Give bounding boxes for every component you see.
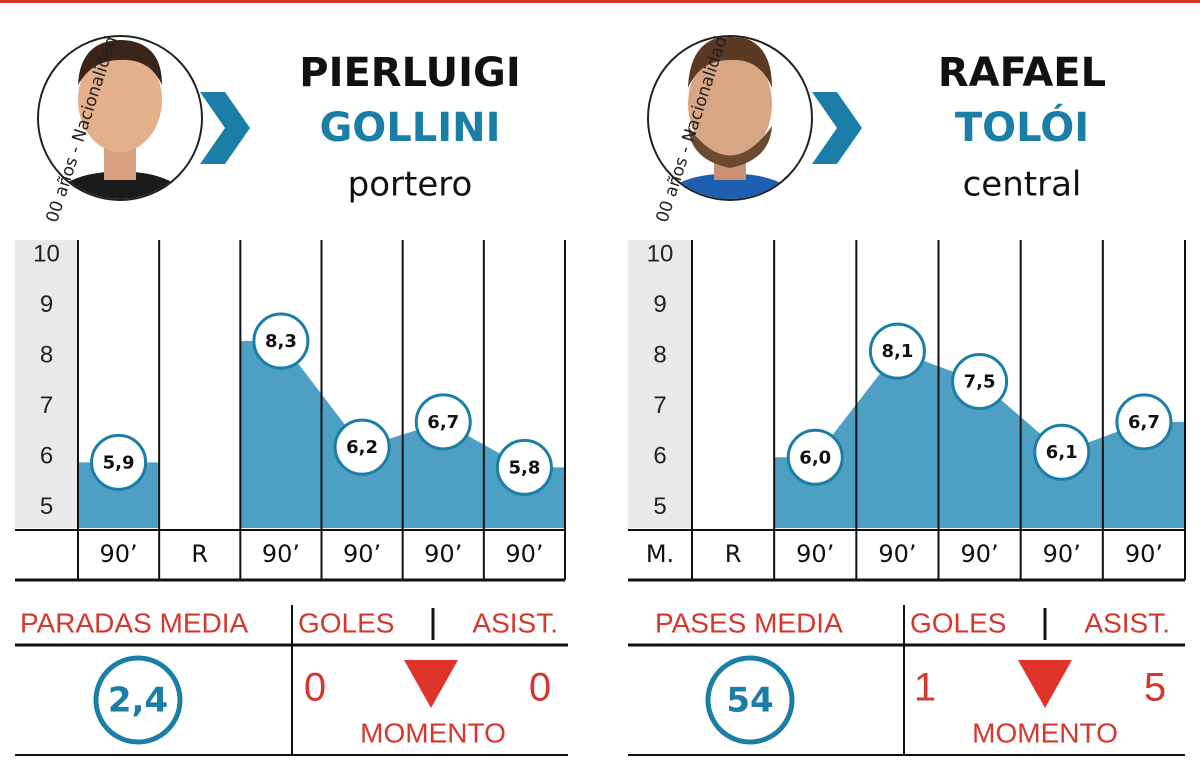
- axis-band: [15, 240, 78, 528]
- y-tick-label: 9: [653, 291, 666, 318]
- player-photo: [39, 40, 201, 199]
- average-value: 54: [726, 681, 773, 721]
- y-tick-label: 7: [653, 392, 666, 419]
- average-value: 2,4: [108, 681, 168, 721]
- area: [774, 351, 1185, 528]
- x-tick-label: R: [725, 540, 742, 568]
- average-badge: [705, 655, 795, 745]
- y-tick-label: 9: [40, 291, 53, 318]
- position: portero: [348, 165, 473, 205]
- data-label: 6,1: [1046, 442, 1078, 463]
- data-point: [1033, 423, 1091, 481]
- first-name: RAFAEL: [938, 50, 1106, 96]
- y-tick-label: 5: [40, 493, 53, 520]
- chart: 5 6 7 8 9 10 90’ R 90’ 90’ 90’ 90’ 5,9 8,3 6,2 6,7 5,8: [15, 240, 566, 582]
- data-label: 8,3: [265, 331, 297, 352]
- x-tick-label: M.: [646, 540, 674, 568]
- y-tick-label: 7: [40, 392, 53, 419]
- x-tick-label: 90’: [99, 540, 137, 568]
- stat-label: ASIST.: [1084, 607, 1170, 638]
- x-tick-label: 90’: [262, 540, 300, 568]
- last-name: TOLÓI: [955, 103, 1089, 151]
- x-tick-label: 90’: [878, 540, 916, 568]
- x-tick-label: 90’: [505, 540, 543, 568]
- data-point: [868, 322, 926, 380]
- x-tick-label: 90’: [1043, 540, 1081, 568]
- last-name: GOLLINI: [319, 105, 500, 151]
- form-arrow: [1018, 660, 1072, 708]
- player-header: 00 años - Nacionalidad RAFAEL TOLÓI cent…: [647, 34, 1106, 225]
- player-photo: [649, 37, 811, 199]
- arrow: [200, 92, 250, 164]
- x-tick-label: 90’: [343, 540, 381, 568]
- stat-label: PARADAS MEDIA: [20, 607, 249, 638]
- data-label: 6,2: [346, 437, 378, 458]
- stat-label: GOLES: [298, 607, 394, 638]
- y-tick-label: 6: [653, 443, 666, 470]
- average-badge: [93, 655, 183, 745]
- form-label: MOMENTO: [972, 717, 1118, 748]
- chart: 5 6 7 8 9 10 M. R 90’ 90’ 90’ 90’ 90’ 6,0 8,1 7,5 6,1 6,7: [628, 240, 1186, 582]
- data-label: 7,5: [964, 371, 996, 392]
- stat-label: PASES MEDIA: [655, 607, 843, 638]
- axis-band: [628, 240, 692, 528]
- data-point: [414, 393, 472, 451]
- stat-label: ASIST.: [472, 607, 558, 638]
- goals-value: 0: [304, 666, 326, 710]
- top-rule: [0, 0, 1200, 3]
- y-tick-label: 10: [647, 241, 674, 268]
- data-point: [252, 312, 310, 370]
- data-label: 6,0: [799, 447, 831, 468]
- x-tick-label: 90’: [960, 540, 998, 568]
- data-point: [90, 433, 148, 491]
- y-tick-label: 6: [40, 443, 53, 470]
- y-tick-label: 8: [653, 342, 666, 369]
- stat-label: GOLES: [910, 607, 1006, 638]
- y-tick-label: 8: [40, 342, 53, 369]
- form-label: MOMENTO: [360, 717, 506, 748]
- assists-value: 5: [1144, 666, 1166, 710]
- data-label: 5,9: [103, 452, 135, 473]
- x-tick-label: 90’: [424, 540, 462, 568]
- x-tick-label: 90’: [1125, 540, 1163, 568]
- data-point: [1115, 393, 1173, 451]
- arrow: [812, 92, 862, 164]
- data-point: [333, 418, 391, 476]
- assists-value: 0: [529, 666, 551, 710]
- data-label: 6,7: [1128, 412, 1160, 433]
- y-tick-label: 10: [33, 241, 60, 268]
- x-tick-label: 90’: [796, 540, 834, 568]
- data-point: [786, 428, 844, 486]
- data-point: [951, 352, 1009, 410]
- data-label: 5,8: [508, 457, 540, 478]
- stats: PASES MEDIA GOLES ASIST. 54 1 5 MOMENTO: [628, 605, 1185, 756]
- data-point: [495, 438, 553, 496]
- position: central: [963, 165, 1082, 205]
- stats: PARADAS MEDIA GOLES ASIST. 2,4 0 0 MOMEN…: [15, 605, 568, 756]
- form-arrow: [404, 660, 458, 708]
- y-tick-label: 5: [653, 493, 666, 520]
- player-header: 00 años - Nacionalidad PIERLUIGI GOLLINI…: [37, 34, 521, 225]
- x-tick-label: R: [191, 540, 208, 568]
- data-label: 6,7: [427, 412, 459, 433]
- goals-value: 1: [914, 666, 936, 710]
- first-name: PIERLUIGI: [299, 50, 520, 96]
- data-label: 8,1: [881, 341, 913, 362]
